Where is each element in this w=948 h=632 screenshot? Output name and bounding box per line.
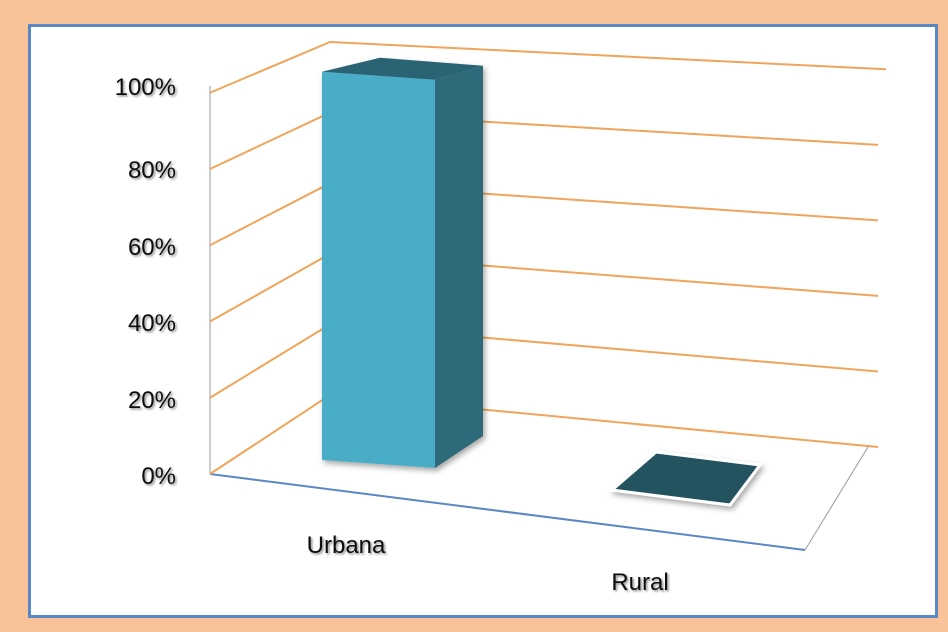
gridline xyxy=(209,323,879,399)
y-tick-label: 60% xyxy=(128,234,176,261)
bar-zero-top xyxy=(608,450,763,507)
bars xyxy=(322,57,763,507)
gridlines xyxy=(209,40,887,475)
floor-front-edge xyxy=(209,473,806,551)
bar-rural xyxy=(608,450,763,507)
y-tick-label: 40% xyxy=(128,310,176,337)
y-tick-label: 0% xyxy=(141,463,176,490)
chart-walls xyxy=(209,85,869,551)
x-axis-ticks: Urbana Rural xyxy=(307,532,669,596)
floor-right-edge xyxy=(804,446,869,551)
y-tick-label: 80% xyxy=(128,157,176,184)
bar-side xyxy=(435,65,483,468)
bar-top xyxy=(322,57,483,80)
y-axis-ticks: 0% 20% 40% 60% 80% 100% xyxy=(115,74,176,490)
gridline xyxy=(209,393,879,475)
x-tick-label: Urbana xyxy=(307,532,386,559)
x-tick-label: Rural xyxy=(611,569,668,596)
gridline xyxy=(209,252,879,323)
gridline xyxy=(209,40,887,94)
gridline xyxy=(209,182,879,247)
bar-front xyxy=(322,71,435,468)
gridline xyxy=(209,111,879,170)
y-tick-label: 100% xyxy=(115,74,176,101)
y-tick-label: 20% xyxy=(128,387,176,414)
bar-urbana xyxy=(322,57,483,468)
